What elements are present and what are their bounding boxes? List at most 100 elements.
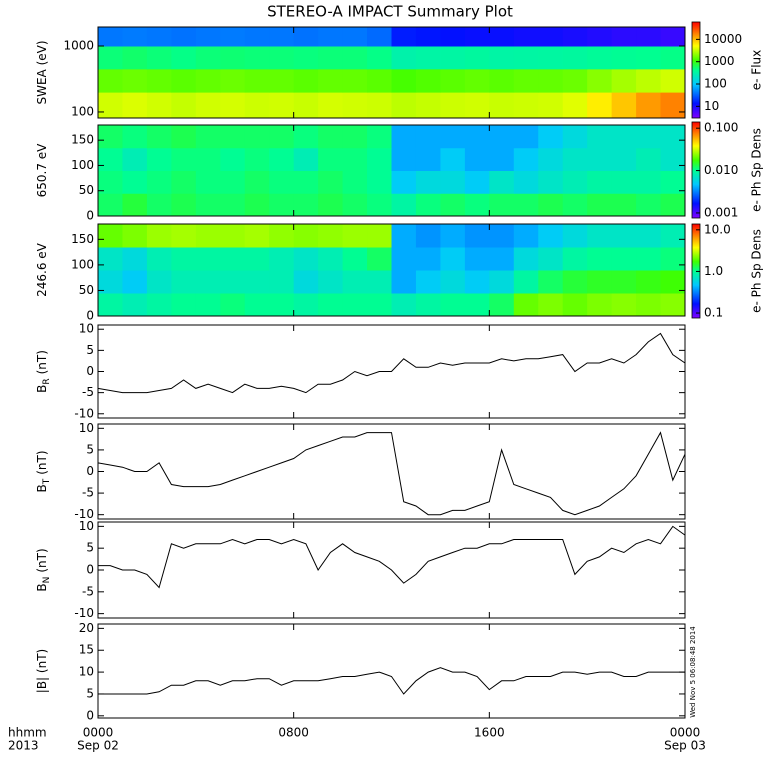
heatmap-cell bbox=[538, 193, 564, 217]
heatmap-cell bbox=[342, 224, 368, 248]
x-axis-title: 2013 bbox=[8, 739, 39, 753]
heatmap-cell bbox=[464, 27, 490, 47]
heatmap-cell bbox=[269, 193, 295, 217]
heatmap-cell bbox=[611, 147, 637, 171]
heatmap-cell bbox=[636, 147, 662, 171]
heatmap-cell bbox=[171, 224, 197, 248]
y-axis-label-part: 650.7 eV bbox=[35, 143, 49, 198]
y-tick-label: 5 bbox=[86, 541, 94, 555]
colorbar bbox=[691, 21, 701, 119]
heatmap-cell bbox=[293, 147, 319, 171]
data-line bbox=[98, 667, 685, 695]
colorbar bbox=[691, 121, 701, 219]
heatmap-cell bbox=[171, 125, 197, 149]
heatmap-cell bbox=[562, 92, 588, 119]
heatmap-cell bbox=[293, 45, 319, 70]
heatmap-cell bbox=[611, 27, 637, 47]
heatmap-cell bbox=[440, 193, 466, 217]
heatmap-cell bbox=[636, 27, 662, 47]
heatmap-cell bbox=[98, 270, 123, 294]
y-tick-label: 5 bbox=[86, 686, 94, 700]
heatmap-cell bbox=[122, 147, 148, 171]
heatmap-cell bbox=[513, 170, 539, 194]
heatmap-cell bbox=[611, 68, 637, 93]
heatmap-cell bbox=[342, 45, 368, 70]
heatmap-cell bbox=[562, 125, 588, 149]
heatmap-cell bbox=[220, 45, 246, 70]
heatmap-cell bbox=[464, 224, 490, 248]
heatmap-cell bbox=[269, 293, 295, 317]
heatmap-cell bbox=[489, 147, 515, 171]
heatmap-cell bbox=[318, 270, 344, 294]
heatmap-cell bbox=[391, 170, 417, 194]
heatmap-cell bbox=[391, 270, 417, 294]
heatmap-cell bbox=[195, 147, 221, 171]
y-tick-label: -10 bbox=[74, 406, 94, 420]
y-axis-label-part: N bbox=[42, 577, 52, 584]
heatmap-cell bbox=[367, 293, 392, 317]
heatmap-cell bbox=[440, 224, 466, 248]
heatmap-cell bbox=[318, 147, 344, 171]
heatmap-cell bbox=[269, 92, 295, 119]
heatmap-cell bbox=[562, 27, 588, 47]
heatmap-cell bbox=[342, 193, 368, 217]
heatmap-cell bbox=[269, 247, 295, 271]
heatmap-cell bbox=[440, 68, 466, 93]
panel: -10 -5 0 5 10 BR (nT) bbox=[35, 322, 686, 420]
heatmap-cell bbox=[464, 147, 490, 171]
heatmap-cell bbox=[122, 92, 148, 119]
heatmap-cell bbox=[464, 170, 490, 194]
heatmap-cell bbox=[538, 170, 564, 194]
heatmap-cell bbox=[587, 45, 613, 70]
y-tick-label: 100 bbox=[71, 257, 94, 271]
heatmap-cell bbox=[611, 224, 637, 248]
heatmap-cell bbox=[391, 45, 417, 70]
y-tick-label: 0 bbox=[86, 563, 94, 577]
data-line bbox=[98, 525, 686, 589]
heatmap-cell bbox=[513, 247, 539, 271]
heatmap-cell bbox=[587, 170, 613, 194]
heatmap-cell bbox=[122, 125, 148, 149]
y-tick-label: 10 bbox=[79, 665, 94, 679]
heatmap-cell bbox=[562, 247, 588, 271]
colorbar-tick-label: 1000 bbox=[704, 54, 735, 68]
heatmap-cell bbox=[587, 247, 613, 271]
heatmap-cell bbox=[440, 45, 466, 70]
heatmap-cell bbox=[318, 247, 344, 271]
colorbar-tick-label: 10.0 bbox=[704, 222, 731, 236]
heatmap-cell bbox=[146, 293, 172, 317]
heatmap-cell bbox=[464, 270, 490, 294]
y-tick-label: 50 bbox=[79, 183, 94, 197]
panel: -10 -5 0 5 10 BN (nT) bbox=[35, 519, 686, 620]
heatmap-cell bbox=[660, 247, 686, 271]
heatmap-cell bbox=[415, 147, 441, 171]
heatmap-cell bbox=[391, 193, 417, 217]
heatmap-cell bbox=[293, 68, 319, 93]
colorbar-tick-label: 0.1 bbox=[704, 306, 723, 320]
heatmap-cell bbox=[636, 125, 662, 149]
heatmap-cell bbox=[391, 247, 417, 271]
heatmap-cell bbox=[293, 247, 319, 271]
heatmap-cell bbox=[415, 293, 441, 317]
heatmap-cell bbox=[342, 125, 368, 149]
heatmap-cell bbox=[244, 92, 270, 119]
heatmap-cell bbox=[195, 293, 221, 317]
heatmap-cell bbox=[195, 224, 221, 248]
y-tick-label: 10 bbox=[79, 421, 94, 435]
heatmap-cell bbox=[538, 247, 564, 271]
heatmap-cell bbox=[244, 247, 270, 271]
panel: 0.1 1.0 10.0 e- Ph Sp Dens 0 50 100 150 246.6 eV bbox=[35, 222, 764, 322]
heatmap-cell bbox=[146, 270, 172, 294]
heatmap-cell bbox=[636, 45, 662, 70]
heatmap-cell bbox=[464, 125, 490, 149]
heatmap-cell bbox=[98, 224, 123, 248]
y-axis-label-part: B bbox=[35, 583, 49, 591]
heatmap-cell bbox=[171, 68, 197, 93]
heatmap-cell bbox=[440, 92, 466, 119]
heatmap-cell bbox=[220, 27, 246, 47]
heatmap-cell bbox=[440, 170, 466, 194]
heatmap-cell bbox=[489, 45, 515, 70]
heatmap-cell bbox=[220, 193, 246, 217]
heatmap-cell bbox=[513, 147, 539, 171]
